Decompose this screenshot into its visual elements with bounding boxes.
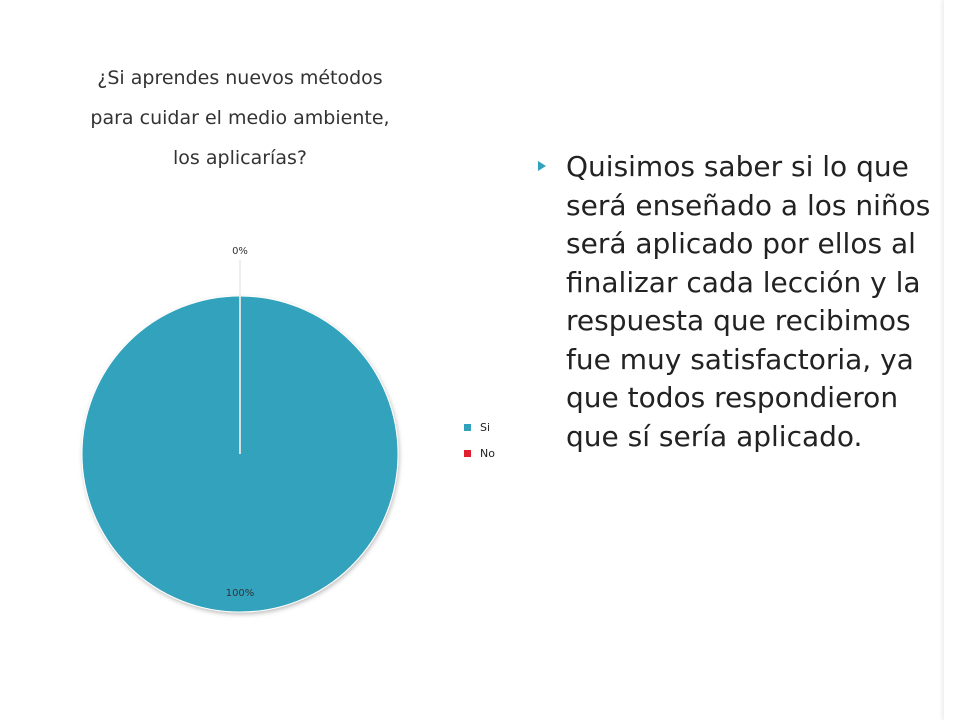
legend-label-no: No bbox=[480, 446, 495, 460]
chart-title-line-1: ¿Si aprendes nuevos métodos bbox=[97, 67, 383, 89]
legend-swatch-no bbox=[464, 449, 471, 457]
slide-edge bbox=[944, 0, 960, 720]
data-label-no: 0% bbox=[232, 246, 248, 257]
chart-title: ¿Si aprendes nuevos métodos para cuidar … bbox=[60, 58, 420, 178]
legend-label-si: Si bbox=[480, 420, 491, 434]
legend-item-no: No bbox=[464, 440, 495, 466]
chart-legend: Si No bbox=[464, 414, 495, 466]
legend-swatch-si bbox=[464, 423, 471, 431]
chart-title-line-3: los aplicarías? bbox=[173, 147, 307, 169]
chart-title-line-2: para cuidar el medio ambiente, bbox=[90, 107, 390, 129]
bullet-text: Quisimos saber si lo que será enseñado a… bbox=[566, 150, 931, 453]
bullet-arrow-icon bbox=[538, 161, 546, 171]
bullet-list: Quisimos saber si lo que será enseñado a… bbox=[538, 148, 938, 456]
legend-item-si: Si bbox=[464, 414, 495, 440]
data-label-si: 100% bbox=[226, 588, 255, 599]
